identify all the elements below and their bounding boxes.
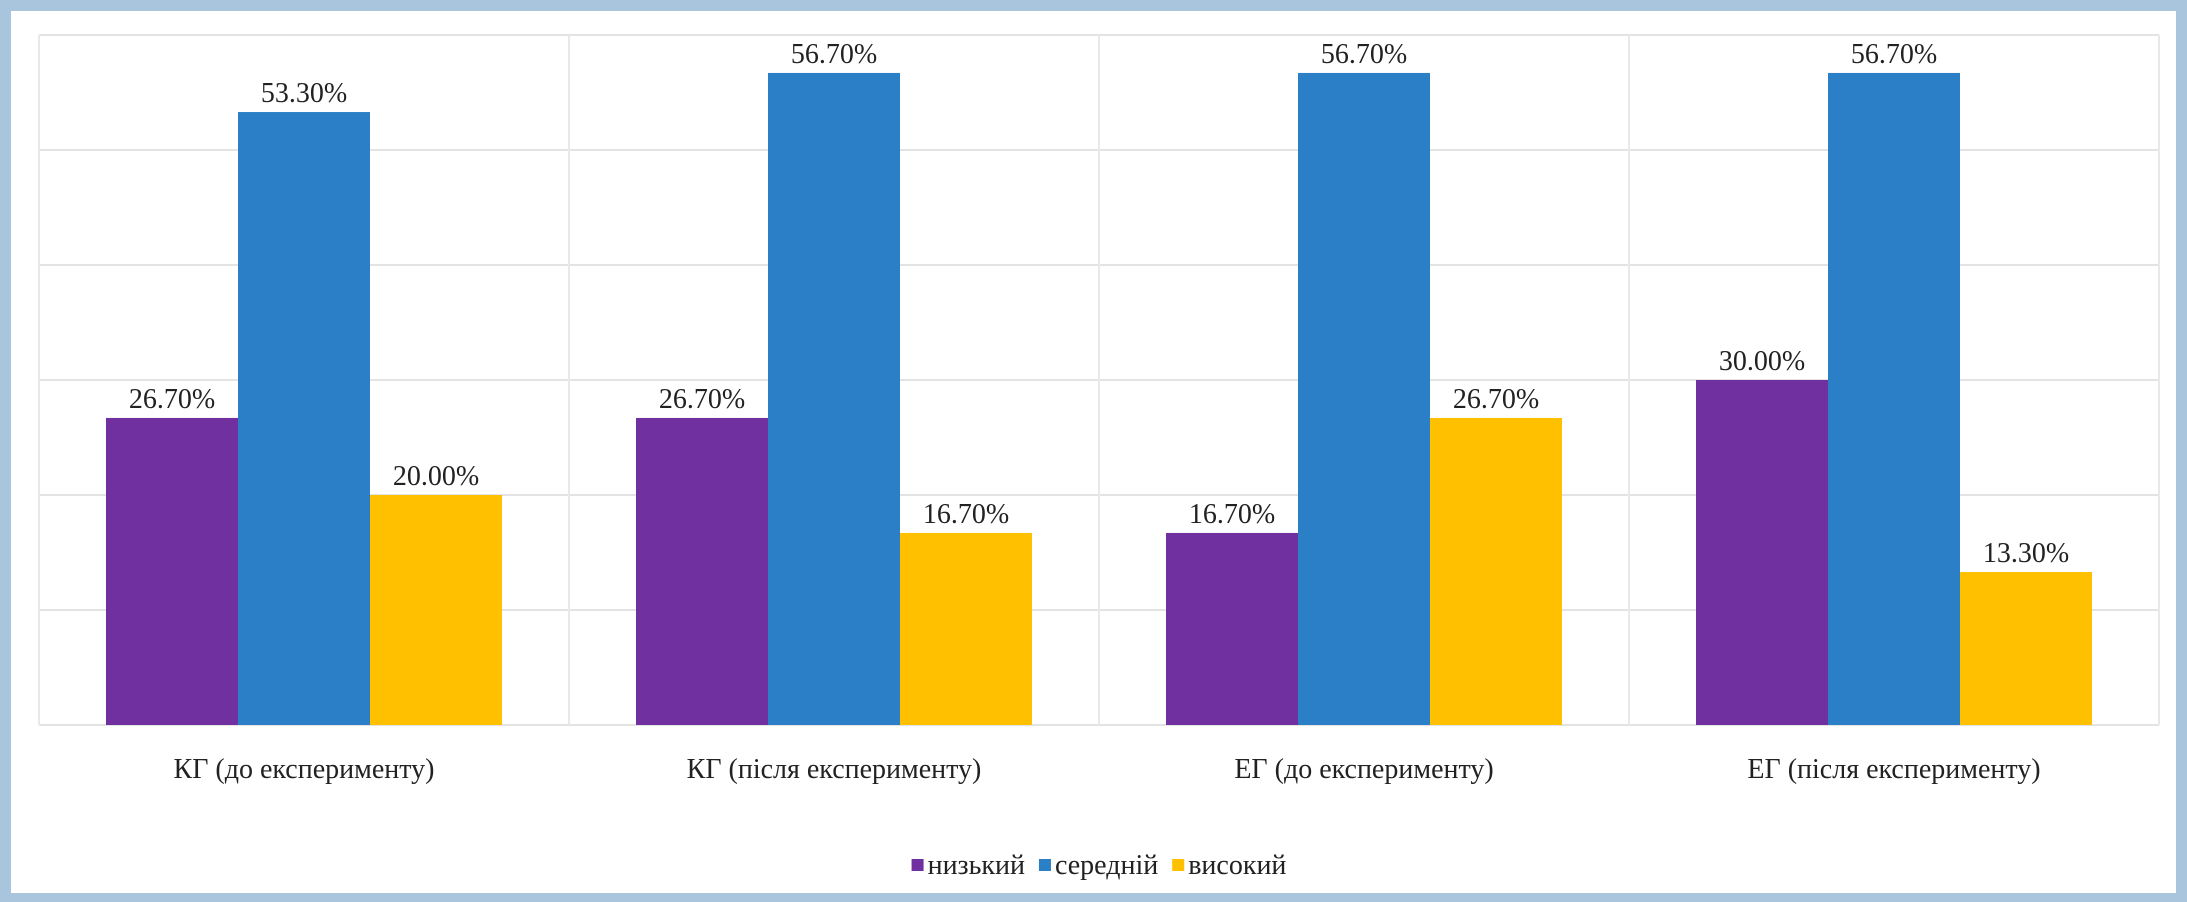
data-label: 26.70% [659, 384, 745, 415]
bar [1828, 72, 1960, 725]
x-tick-label: ЕГ (до експерименту) [1234, 754, 1493, 785]
x-tick-label: КГ (до експерименту) [174, 754, 435, 785]
data-label: 26.70% [129, 384, 215, 415]
legend-swatch [911, 859, 924, 871]
data-label: 20.00% [393, 461, 479, 492]
data-label: 13.30% [1983, 538, 2069, 569]
data-label: 16.70% [923, 499, 1009, 530]
bar [1696, 380, 1828, 725]
data-label: 26.70% [1453, 384, 1539, 415]
bar [768, 72, 900, 725]
data-label: 56.70% [1321, 39, 1407, 70]
bar [238, 112, 370, 726]
bar [636, 417, 768, 725]
bar [1166, 532, 1298, 725]
bar [370, 495, 502, 725]
bar [106, 417, 238, 725]
data-label: 53.30% [261, 78, 347, 109]
x-tick-label: КГ (після експерименту) [687, 754, 982, 785]
data-label: 56.70% [1851, 39, 1937, 70]
legend-label: середній [1055, 850, 1158, 881]
bar [1298, 72, 1430, 725]
bar [900, 532, 1032, 725]
legend-label: високий [1188, 850, 1286, 881]
data-label: 56.70% [791, 39, 877, 70]
legend-swatch [1038, 859, 1051, 871]
bar [1430, 417, 1562, 725]
data-label: 30.00% [1719, 346, 1805, 377]
data-label: 16.70% [1189, 499, 1275, 530]
legend-swatch [1172, 859, 1185, 871]
bar [1960, 572, 2092, 725]
x-tick-label: ЕГ (після експерименту) [1747, 754, 2040, 785]
legend-label: низький [928, 850, 1025, 881]
